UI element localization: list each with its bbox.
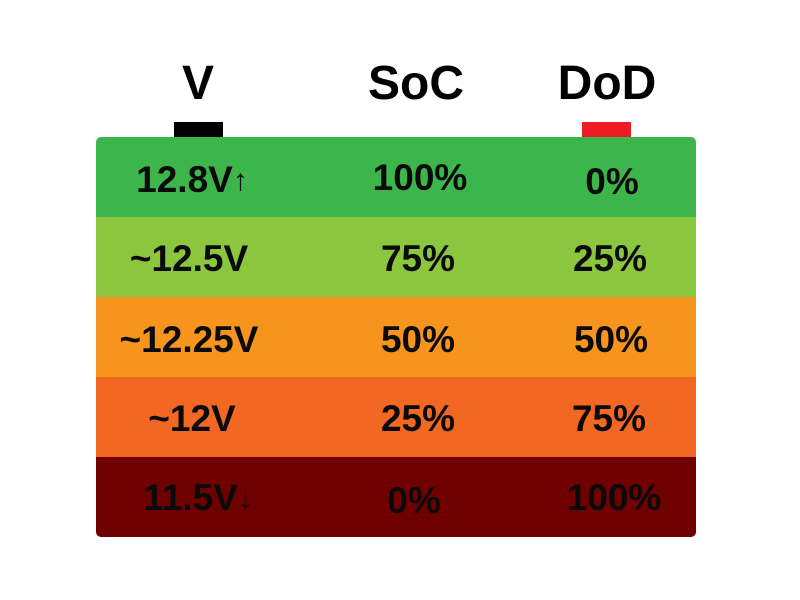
dod-header: DoD xyxy=(557,57,657,110)
soc-cell: 75% xyxy=(380,238,456,279)
soc-cell: 25% xyxy=(380,398,456,439)
soc-cell: 0% xyxy=(387,480,441,521)
down-arrow-icon: ↓ xyxy=(237,482,253,515)
voltage-cell: ~12V xyxy=(148,398,236,439)
soc-cell: 50% xyxy=(380,319,456,360)
battery-body: 12.8V↑ 100% 0% ~12.5V 75% 25% ~12.25V 50… xyxy=(96,137,696,537)
battery-band-quarter: ~12V 25% 75% xyxy=(96,377,696,457)
soc-header: SoC xyxy=(368,57,464,110)
dod-cell: 25% xyxy=(572,238,648,279)
voltage-cell: ~12.5V xyxy=(129,238,249,279)
voltage-cell: 11.5V↓ xyxy=(143,477,253,518)
dod-cell: 50% xyxy=(573,319,649,360)
up-arrow-icon: ↑ xyxy=(232,164,248,197)
voltage-header: V xyxy=(181,57,215,110)
dod-cell: 0% xyxy=(585,161,639,202)
voltage-cell: 12.8V↑ xyxy=(136,159,248,200)
negative-terminal xyxy=(174,122,223,138)
dod-cell: 75% xyxy=(571,398,647,439)
soc-cell: 100% xyxy=(372,157,468,198)
voltage-cell: ~12.25V xyxy=(119,319,259,360)
positive-terminal xyxy=(582,122,631,138)
battery-band-empty: 11.5V↓ 0% 100% xyxy=(96,457,696,537)
dod-cell: 100% xyxy=(566,477,662,518)
battery-band-three-quarter: ~12.5V 75% 25% xyxy=(96,217,696,297)
battery-band-full: 12.8V↑ 100% 0% xyxy=(96,137,696,217)
battery-band-half: ~12.25V 50% 50% xyxy=(96,297,696,377)
